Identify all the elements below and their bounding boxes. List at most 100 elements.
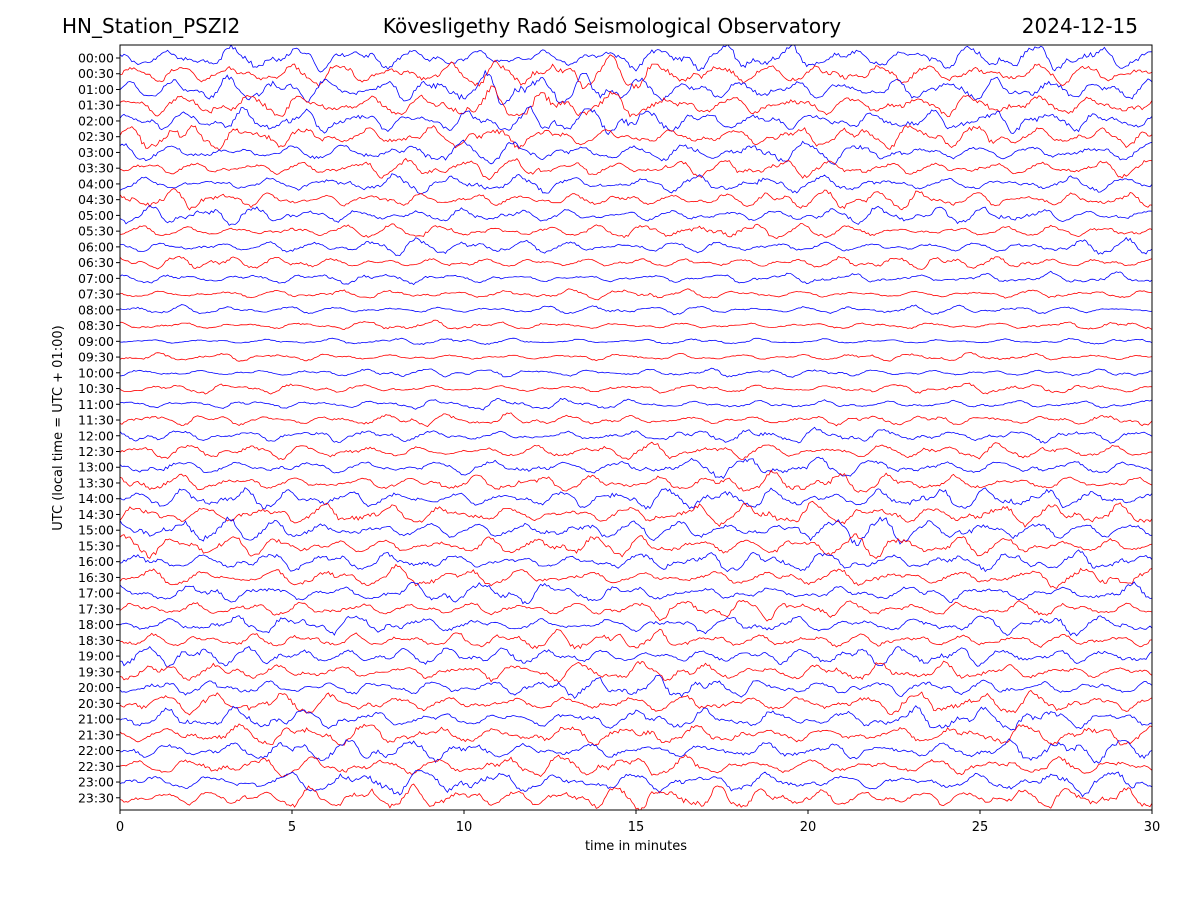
y-tick-label: 08:30 <box>78 318 114 333</box>
x-axis-label: time in minutes <box>585 839 687 854</box>
trace-0930 <box>120 352 1152 362</box>
y-tick-label: 00:00 <box>78 51 114 66</box>
y-tick-label: 02:00 <box>78 113 114 128</box>
y-tick-label: 11:00 <box>78 397 114 412</box>
trace-0100 <box>120 69 1152 105</box>
trace-2300 <box>120 770 1152 798</box>
trace-0230 <box>120 124 1152 151</box>
trace-0130 <box>120 85 1152 118</box>
trace-1700 <box>120 581 1152 605</box>
y-tick-label: 02:30 <box>78 129 114 144</box>
trace-2330 <box>120 783 1152 810</box>
y-tick-label: 20:30 <box>78 696 114 711</box>
y-tick-label: 08:00 <box>78 302 114 317</box>
trace-0330 <box>120 157 1152 181</box>
y-tick-label: 15:30 <box>78 538 114 553</box>
x-tick-label: 20 <box>800 820 817 835</box>
trace-2000 <box>120 674 1152 699</box>
trace-1200 <box>120 426 1152 444</box>
y-tick-label: 11:30 <box>78 413 114 428</box>
trace-1600 <box>120 549 1152 573</box>
trace-1430 <box>120 500 1152 528</box>
x-tick-label: 30 <box>1144 820 1161 835</box>
trace-1230 <box>120 441 1152 460</box>
trace-group <box>120 45 1152 810</box>
y-tick-label: 15:00 <box>78 523 114 538</box>
y-tick-label: 22:00 <box>78 743 114 758</box>
y-tick-label: 16:30 <box>78 570 114 585</box>
trace-1030 <box>120 382 1152 395</box>
trace-2200 <box>120 738 1152 764</box>
trace-2230 <box>120 754 1152 778</box>
y-axis-label: UTC (local time = UTC + 01:00) <box>51 325 66 530</box>
y-tick-label: 04:00 <box>78 176 114 191</box>
y-tick-label: 00:30 <box>78 66 114 81</box>
trace-0600 <box>120 236 1152 257</box>
y-tick-label: 23:30 <box>78 790 114 805</box>
y-tick-label: 13:00 <box>78 460 114 475</box>
x-tick-label: 0 <box>116 820 124 835</box>
y-tick-label: 03:30 <box>78 161 114 176</box>
trace-2130 <box>120 723 1152 747</box>
trace-0000 <box>120 45 1152 73</box>
y-tick-label: 19:30 <box>78 664 114 679</box>
y-tick-label: 10:00 <box>78 365 114 380</box>
y-tick-label: 05:30 <box>78 224 114 239</box>
trace-1300 <box>120 456 1152 479</box>
trace-1830 <box>120 628 1152 650</box>
y-tick-label: 18:30 <box>78 633 114 648</box>
trace-1800 <box>120 615 1152 637</box>
trace-0430 <box>120 188 1152 211</box>
y-tick-label: 16:00 <box>78 554 114 569</box>
y-tick-label: 06:00 <box>78 239 114 254</box>
y-tick-label: 21:00 <box>78 712 114 727</box>
trace-0830 <box>120 319 1152 331</box>
y-tick-label: 20:00 <box>78 680 114 695</box>
x-tick-label: 25 <box>972 820 989 835</box>
trace-0530 <box>120 222 1152 239</box>
trace-0700 <box>120 270 1152 286</box>
y-tick-label: 03:00 <box>78 145 114 160</box>
y-tick-label: 18:00 <box>78 617 114 632</box>
y-tick-label: 12:30 <box>78 444 114 459</box>
y-tick-label: 01:00 <box>78 82 114 97</box>
x-axis: 0 5 10 15 20 25 30 <box>116 810 1160 835</box>
date-label: 2024-12-15 <box>1021 14 1138 38</box>
y-tick-label: 09:30 <box>78 350 114 365</box>
y-tick-label: 04:30 <box>78 192 114 207</box>
trace-0500 <box>120 204 1152 226</box>
trace-1400 <box>120 487 1152 510</box>
y-tick-label: 22:30 <box>78 759 114 774</box>
trace-1630 <box>120 563 1152 589</box>
trace-2100 <box>120 705 1152 731</box>
trace-0030 <box>120 54 1152 90</box>
y-tick-label: 07:30 <box>78 287 114 302</box>
trace-0630 <box>120 255 1152 270</box>
y-tick-label: 10:30 <box>78 381 114 396</box>
y-tick-label: 21:30 <box>78 727 114 742</box>
y-tick-label: 17:00 <box>78 586 114 601</box>
station-label: HN_Station_PSZI2 <box>62 14 241 38</box>
x-tick-label: 15 <box>628 820 645 835</box>
chart-title: Kövesligethy Radó Seismological Observat… <box>382 14 842 38</box>
trace-1500 <box>120 516 1152 546</box>
trace-0730 <box>120 288 1152 301</box>
y-tick-label: 05:00 <box>78 208 114 223</box>
y-tick-label: 13:30 <box>78 475 114 490</box>
x-tick-label: 10 <box>456 820 473 835</box>
trace-1530 <box>120 533 1152 559</box>
plot-frame <box>119 44 1153 811</box>
y-tick-label: 12:00 <box>78 428 114 443</box>
trace-2030 <box>120 689 1152 716</box>
trace-1730 <box>120 599 1152 622</box>
y-tick-label: 19:00 <box>78 649 114 664</box>
trace-0300 <box>120 139 1152 165</box>
trace-1000 <box>120 367 1152 378</box>
y-tick-label: 14:00 <box>78 491 114 506</box>
y-axis: 00:0000:3001:0001:3002:0002:3003:0003:30… <box>78 51 120 805</box>
y-tick-label: 09:00 <box>78 334 114 349</box>
y-tick-label: 01:30 <box>78 98 114 113</box>
trace-0900 <box>120 337 1152 345</box>
x-tick-label: 5 <box>288 820 296 835</box>
